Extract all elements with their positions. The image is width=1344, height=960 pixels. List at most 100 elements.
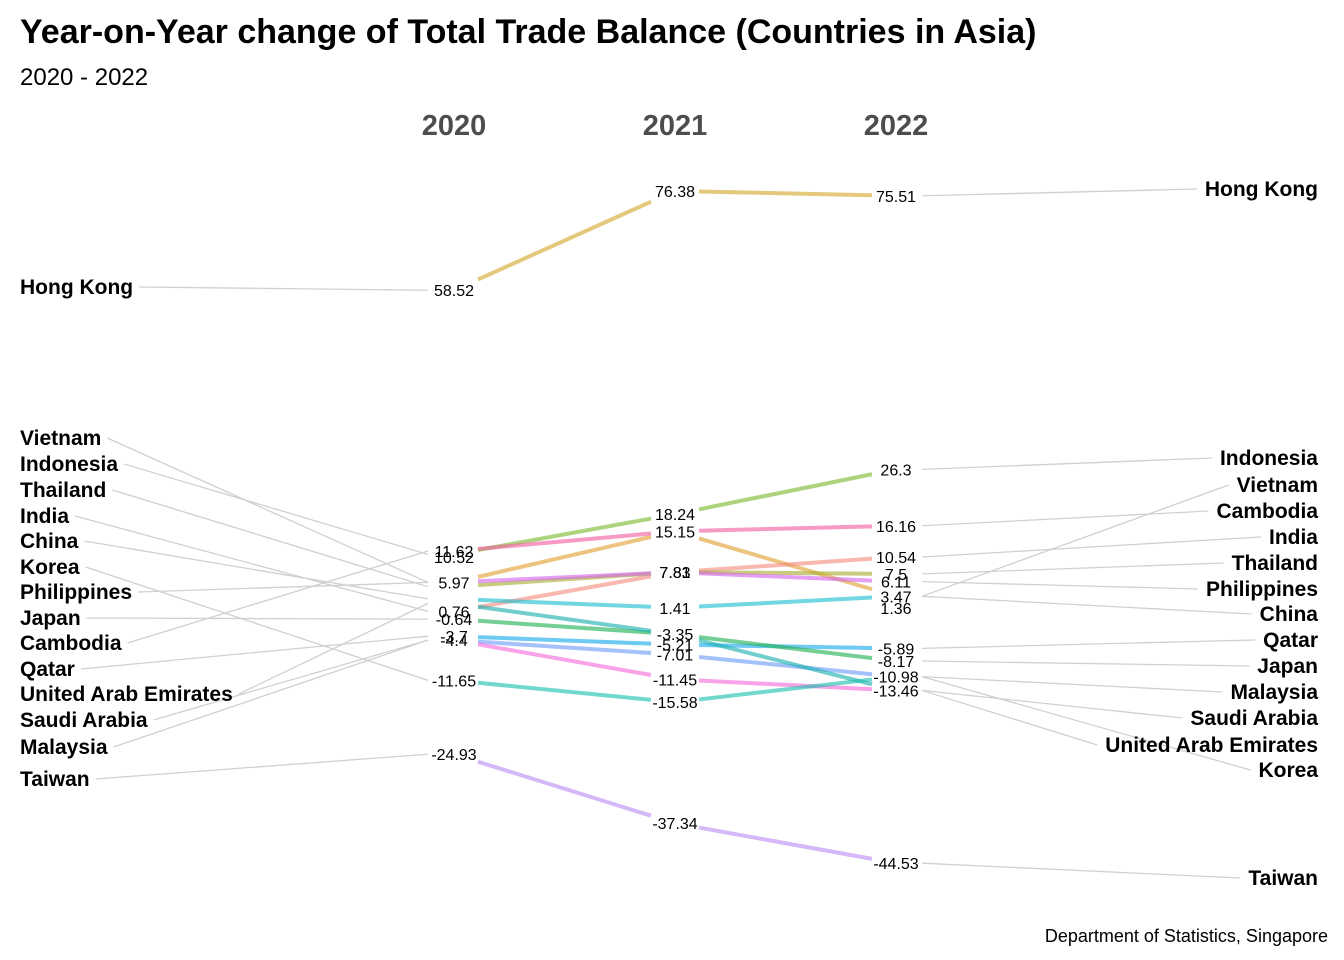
- left-label-united-arab-emirates: United Arab Emirates: [20, 683, 233, 706]
- right-leader-thailand: [921, 562, 1224, 575]
- series-segment-malaysia-2020-2021: [477, 639, 652, 655]
- value-label-2020-3: 5.97: [438, 575, 469, 592]
- left-leader-malaysia: [113, 639, 429, 748]
- value-label-2021-10: -15.58: [652, 695, 697, 712]
- left-label-cambodia: Cambodia: [20, 632, 122, 655]
- value-label-2020-2: 10.52: [434, 550, 474, 567]
- value-label-2020-8: -11.65: [432, 673, 476, 690]
- left-label-saudi-arabia: Saudi Arabia: [20, 709, 148, 732]
- right-label-japan: Japan: [1257, 655, 1318, 678]
- left-leader-cambodia: [127, 550, 429, 644]
- left-leader-china: [84, 540, 429, 600]
- series-segment-united-arab-emirates-2020-2021: [477, 604, 652, 633]
- series-segment-saudi-arabia-2021-2022: [698, 678, 873, 692]
- series-segment-indonesia-2021-2022: [698, 472, 873, 512]
- right-leader-cambodia: [921, 510, 1209, 527]
- right-label-qatar: Qatar: [1263, 629, 1318, 652]
- left-leader-indonesia: [123, 463, 429, 556]
- series-segment-philippines-2020-2021: [477, 571, 652, 584]
- left-leader-japan: [86, 617, 429, 620]
- left-leader-india: [74, 515, 429, 613]
- chart-caption: Department of Statistics, Singapore: [1045, 926, 1328, 946]
- left-label-malaysia: Malaysia: [20, 736, 108, 759]
- series-segment-philippines-2021-2022: [698, 571, 873, 583]
- right-label-hong-kong: Hong Kong: [1205, 178, 1318, 201]
- value-label-2022-5: 6.11: [881, 575, 911, 592]
- left-label-philippines: Philippines: [20, 581, 132, 604]
- right-leader-india: [921, 536, 1262, 558]
- chart-subtitle: 2020 - 2022: [20, 64, 148, 91]
- left-label-vietnam: Vietnam: [20, 427, 101, 450]
- value-label-2022-7: 1.36: [880, 601, 911, 618]
- value-label-2021-11: -37.34: [652, 816, 697, 833]
- year-header-2022: 2022: [864, 110, 929, 142]
- series-segment-hong-kong-2021-2022: [698, 189, 873, 198]
- value-label-2021-6: -3.35: [657, 627, 694, 644]
- series-segment-india-2021-2022: [698, 556, 873, 573]
- series-segment-taiwan-2021-2022: [698, 825, 873, 861]
- left-leader-united-arab-emirates: [238, 602, 429, 695]
- series-segment-taiwan-2020-2021: [477, 759, 652, 818]
- series-segment-united-arab-emirates-2021-2022: [698, 638, 873, 687]
- value-label-2021-7: -5.21: [657, 638, 694, 655]
- series-segment-hong-kong-2020-2021: [477, 199, 652, 282]
- value-label-2020-5: -0.64: [436, 612, 473, 629]
- left-label-china: China: [20, 530, 79, 553]
- left-label-qatar: Qatar: [20, 658, 75, 681]
- value-label-2020-1: 11.62: [435, 544, 474, 561]
- right-leader-united-arab-emirates: [921, 689, 1098, 746]
- chart-title: Year-on-Year change of Total Trade Balan…: [20, 13, 1036, 51]
- left-leader-korea: [85, 566, 429, 681]
- value-label-2021-4: 7.83: [659, 565, 690, 582]
- year-header-2021: 2021: [643, 110, 708, 142]
- left-label-india: India: [20, 505, 69, 528]
- series-segment-japan-2021-2022: [698, 635, 873, 661]
- value-label-2022-2: 16.16: [876, 519, 916, 536]
- value-label-2021-0: 76.38: [655, 184, 695, 201]
- value-label-2020-0: 58.52: [434, 283, 474, 300]
- value-label-2020-4: 0.76: [438, 604, 469, 621]
- left-leader-vietnam: [107, 437, 429, 583]
- right-leader-hong-kong: [921, 188, 1197, 197]
- left-label-korea: Korea: [20, 556, 80, 579]
- left-label-thailand: Thailand: [20, 479, 106, 502]
- series-segment-korea-2020-2021: [477, 680, 652, 702]
- right-label-malaysia: Malaysia: [1230, 681, 1318, 704]
- right-label-united-arab-emirates: United Arab Emirates: [1105, 734, 1318, 757]
- left-leader-hong-kong: [139, 286, 429, 291]
- right-leader-japan: [921, 660, 1250, 667]
- series-segment-qatar-2020-2021: [477, 635, 652, 646]
- value-label-2022-11: -13.46: [873, 683, 918, 700]
- right-label-taiwan: Taiwan: [1248, 867, 1318, 890]
- series-segment-cambodia-2021-2022: [698, 524, 873, 533]
- value-label-2021-9: -11.45: [653, 672, 697, 689]
- series-segment-china-2020-2021: [477, 597, 652, 609]
- country-labels: Hong Kong Vietnam Indonesia Thailand IndiaCh…: [20, 178, 1318, 890]
- value-label-2021-2: 15.15: [655, 524, 695, 541]
- left-leader-taiwan: [95, 753, 429, 780]
- value-label-2022-10: -10.98: [873, 670, 918, 687]
- value-label-2022-0: 75.51: [876, 189, 916, 206]
- value-label-2020-6: -4.4: [440, 633, 468, 650]
- left-leader-philippines: [137, 581, 429, 593]
- value-label-2022-3: 10.54: [876, 550, 916, 567]
- series-segment-saudi-arabia-2020-2021: [477, 642, 652, 677]
- series-lines: [477, 189, 873, 861]
- right-leader-philippines: [921, 580, 1199, 590]
- year-headers: 2020 2021 2022: [422, 110, 929, 142]
- label-leader-lines: [74, 188, 1262, 879]
- year-header-2020: 2020: [422, 110, 487, 142]
- right-label-philippines: Philippines: [1206, 578, 1318, 601]
- value-label-2022-6: 3.47: [880, 589, 911, 606]
- value-label-2022-8: -5.89: [878, 641, 915, 658]
- right-label-indonesia: Indonesia: [1220, 447, 1318, 470]
- series-segment-japan-2020-2021: [477, 618, 652, 635]
- right-leader-korea: [921, 676, 1251, 771]
- value-label-2022-12: -44.53: [873, 856, 918, 873]
- value-label-2021-5: 1.41: [659, 601, 690, 618]
- value-label-2021-1: 18.24: [655, 507, 695, 524]
- left-leader-qatar: [80, 635, 429, 670]
- right-leader-vietnam: [921, 484, 1229, 597]
